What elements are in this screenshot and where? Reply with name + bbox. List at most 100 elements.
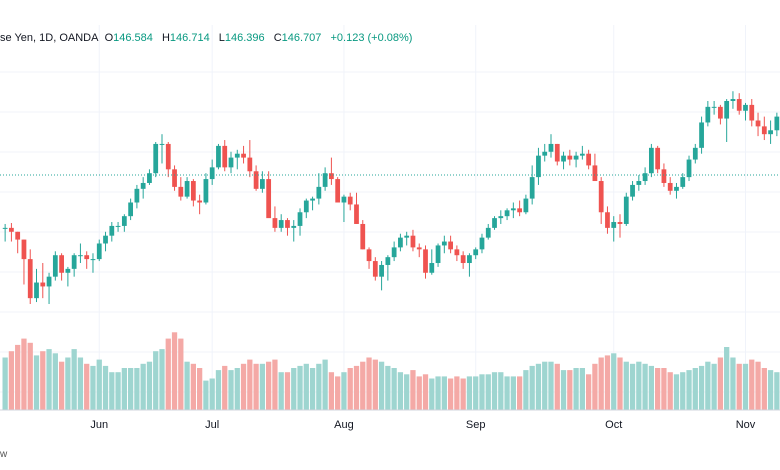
volume-bar [404, 374, 410, 410]
candle-body [586, 153, 592, 166]
candle-body [21, 239, 27, 260]
candle-body [448, 241, 453, 250]
candle-body [648, 147, 654, 174]
volume-bar [378, 361, 385, 410]
volume-bar [222, 365, 228, 410]
volume-bar [466, 376, 473, 410]
volume-bar [598, 357, 604, 410]
volume-bar [291, 368, 297, 410]
volume-bar [416, 376, 422, 410]
volume-bar [228, 370, 234, 410]
candle-body [140, 182, 146, 189]
candle-body [699, 122, 704, 148]
candles [2, 91, 780, 305]
volume-bar [266, 361, 272, 410]
candle-body [536, 155, 541, 178]
candle-body [592, 165, 598, 182]
volume-bar [742, 363, 749, 410]
high-value: 146.714 [169, 32, 210, 44]
symbol-label: se Yen, 1D, OANDA [0, 32, 99, 44]
volume-bar [366, 357, 372, 410]
volume-bar [385, 365, 391, 410]
candle-body [385, 257, 391, 265]
volume-bar [96, 359, 102, 410]
volume-bar [58, 361, 65, 410]
candle-body [623, 196, 629, 224]
candle-body [686, 159, 692, 178]
candle-body [147, 173, 152, 183]
candle-body [730, 99, 736, 101]
candle-body [479, 237, 485, 250]
candle-body [285, 220, 290, 228]
candle-body [705, 106, 711, 123]
volume-bar [15, 344, 21, 410]
candle-body [84, 255, 90, 260]
candle-body [674, 186, 679, 191]
candle-body [78, 255, 83, 257]
volume-bar [473, 376, 479, 410]
candle-body [121, 216, 127, 226]
volume-bar [134, 368, 140, 410]
volume-bar [391, 368, 397, 410]
x-tick-label: Nov [736, 419, 756, 431]
volume-bar [736, 363, 742, 410]
candle-body [103, 235, 108, 244]
candle-body [680, 177, 686, 187]
volume-bar [642, 363, 648, 410]
volume-bar [127, 368, 134, 410]
candle-body [460, 255, 466, 264]
candle-body [272, 218, 278, 228]
volume-bar [65, 357, 71, 410]
candle-body [65, 268, 71, 273]
candle-body [59, 255, 64, 273]
volume-bar [171, 332, 178, 410]
volume-bar [479, 374, 485, 410]
volume-bars [2, 332, 780, 410]
candle-body [467, 255, 472, 264]
candle-body [34, 282, 39, 299]
volume-bar [140, 363, 146, 410]
candle-body [197, 200, 203, 203]
volume-bar [680, 372, 686, 410]
candle-body [630, 184, 635, 197]
candle-body [529, 177, 535, 199]
x-tick-label: Aug [334, 419, 354, 431]
volume-bar [197, 368, 203, 410]
candle-body [40, 282, 46, 287]
volume-bar [529, 365, 535, 410]
open-label: O [104, 32, 114, 44]
volume-bar [761, 368, 767, 410]
volume-bar [724, 347, 730, 410]
candle-body [655, 147, 661, 170]
volume-bar [165, 338, 171, 410]
candle-body [605, 212, 610, 228]
candle-body [303, 200, 309, 213]
volume-bar [573, 368, 579, 410]
volume-bar [717, 357, 724, 410]
high-label: H [161, 32, 170, 44]
candle-body [9, 227, 14, 232]
candle-body [216, 145, 221, 168]
candle-body [617, 222, 623, 224]
volume-bar [542, 361, 548, 410]
volume-bar [178, 338, 184, 410]
candle-body [404, 235, 410, 238]
volume-bar [604, 355, 611, 410]
candle-body [561, 155, 566, 162]
candle-body [347, 196, 353, 205]
volume-bar [46, 349, 52, 410]
volume-bar [648, 365, 655, 410]
candle-body [297, 212, 303, 226]
volume-bar [215, 370, 222, 410]
x-tick-labels: Jun Jul Aug Sep Oct Nov [90, 419, 755, 431]
volume-bar [203, 380, 209, 410]
volume-bar [109, 372, 115, 410]
candle-body [71, 255, 77, 269]
candle-body [15, 231, 21, 240]
x-tick-label: Sep [466, 419, 486, 431]
volume-bar [2, 357, 8, 410]
candle-body [510, 208, 516, 211]
volume-bar [146, 361, 153, 410]
candle-body [542, 151, 548, 156]
candle-body [517, 208, 523, 213]
